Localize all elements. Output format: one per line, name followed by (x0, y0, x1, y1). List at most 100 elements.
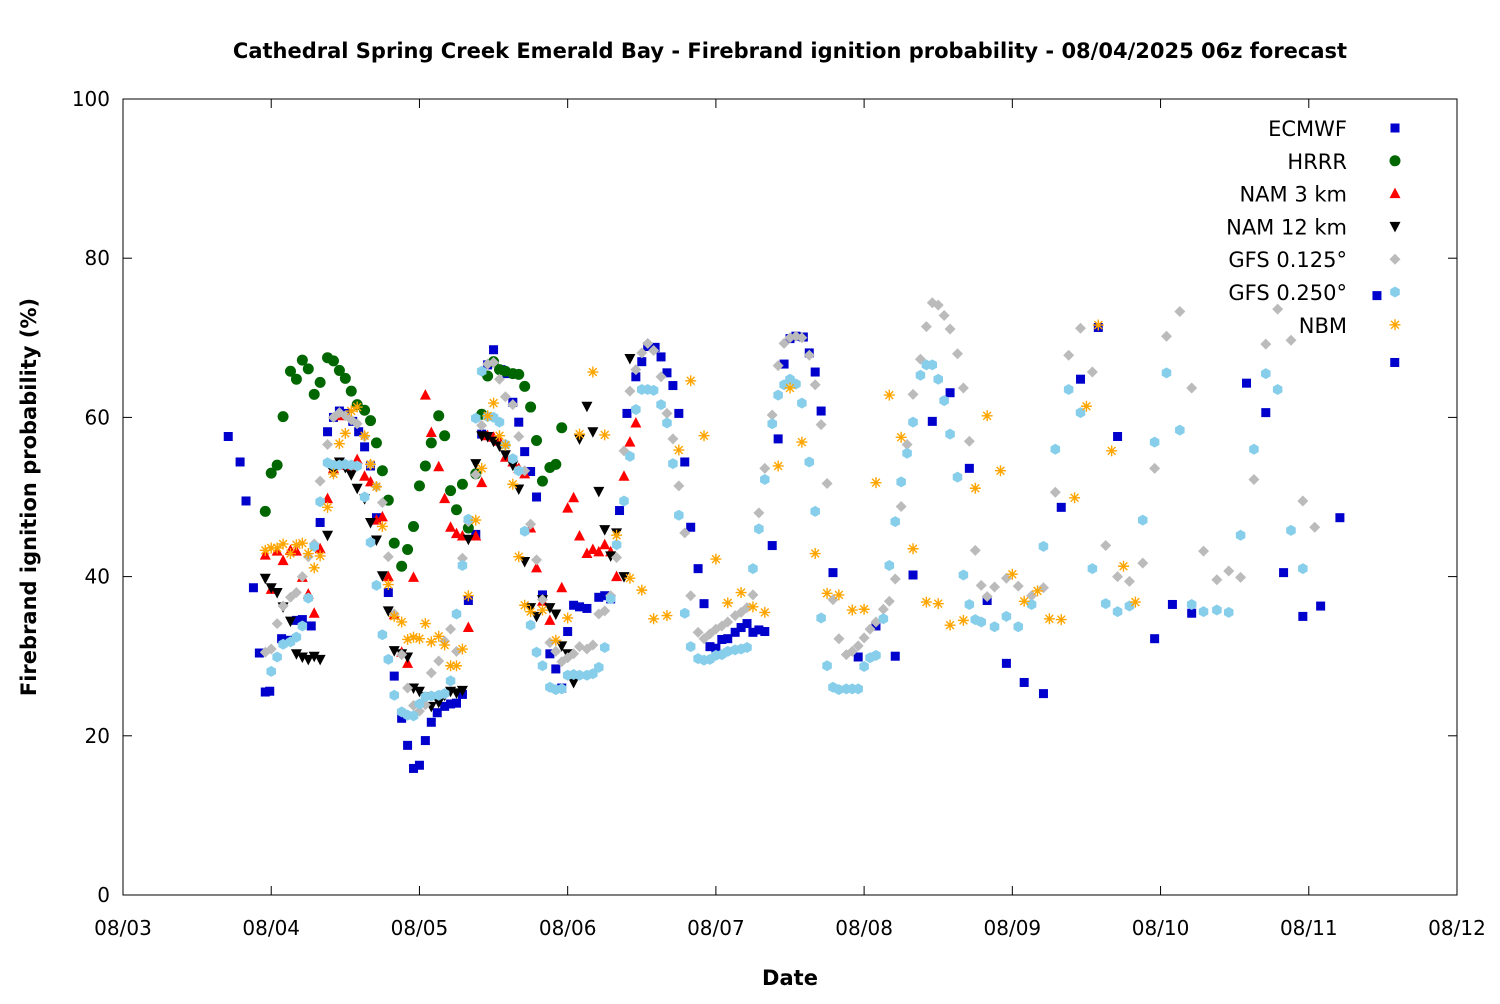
data-point (277, 600, 289, 612)
data-point (507, 478, 519, 490)
data-point (710, 553, 722, 565)
data-point (426, 690, 437, 702)
data-point (323, 427, 333, 437)
data-point (488, 356, 500, 368)
data-point (396, 616, 408, 628)
data-point (271, 588, 283, 599)
data-point (605, 593, 616, 605)
data-point (624, 572, 636, 584)
data-point (445, 485, 457, 497)
data-point (290, 539, 302, 551)
data-point (927, 359, 938, 371)
data-point (1076, 374, 1086, 384)
data-point (858, 632, 870, 644)
data-point (1235, 571, 1247, 583)
data-point (291, 615, 301, 625)
data-point (784, 382, 796, 394)
data-point (265, 643, 277, 655)
data-point (489, 345, 499, 355)
data-point (587, 366, 599, 378)
data-point (858, 603, 870, 615)
data-point (1129, 596, 1141, 608)
data-point (730, 627, 740, 637)
data-point (403, 740, 413, 750)
data-point (376, 571, 388, 582)
data-point (767, 541, 777, 551)
data-point (969, 544, 981, 556)
data-point (462, 522, 474, 534)
data-point (631, 403, 641, 415)
data-point (1186, 598, 1197, 610)
data-point (413, 633, 425, 645)
x-tick-label: 08/06 (539, 916, 597, 940)
data-point (408, 571, 420, 582)
data-point (804, 456, 815, 468)
data-point (803, 349, 815, 361)
data-point (796, 436, 808, 448)
data-point (314, 550, 326, 562)
data-point (414, 760, 424, 770)
data-point (1272, 384, 1283, 396)
data-point (599, 429, 611, 441)
data-point (622, 408, 632, 418)
data-point (433, 460, 445, 472)
data-point (648, 613, 660, 625)
data-point (333, 438, 345, 450)
data-point (846, 604, 858, 616)
data-point (308, 388, 320, 400)
data-point (382, 551, 394, 563)
data-point (284, 548, 296, 560)
data-point (388, 610, 400, 622)
series-gfs-0-250 (266, 359, 1308, 722)
data-point (1186, 382, 1198, 394)
data-point (767, 418, 777, 430)
data-point (476, 365, 487, 377)
data-point (396, 560, 408, 572)
x-tick-label: 08/11 (1280, 916, 1338, 940)
data-point (661, 407, 673, 419)
legend-marker (1389, 155, 1401, 167)
data-point (284, 365, 296, 377)
data-point (833, 633, 845, 645)
data-point (883, 389, 895, 401)
data-point (254, 648, 264, 658)
data-point (419, 389, 431, 400)
legend: ECMWF HRRR NAM 3 km NAM 12 km GFS 0.125° GFS … (1226, 117, 1401, 338)
data-point (625, 450, 635, 462)
data-point (810, 367, 820, 377)
data-point (809, 379, 821, 391)
data-point (773, 389, 783, 401)
data-point (248, 583, 258, 593)
data-point (451, 660, 462, 672)
data-point (493, 430, 505, 442)
data-point (409, 763, 419, 773)
data-point (413, 480, 425, 492)
data-point (821, 477, 833, 489)
data-point (846, 645, 858, 657)
data-point (685, 375, 697, 387)
data-point (735, 587, 747, 599)
data-point (308, 562, 320, 574)
data-point (382, 606, 394, 617)
data-point (569, 600, 579, 610)
data-point (544, 603, 556, 614)
data-point (822, 660, 832, 672)
data-point (314, 542, 326, 554)
data-point (1372, 291, 1382, 301)
data-point (662, 417, 672, 429)
data-point (402, 682, 414, 694)
data-point (562, 612, 574, 624)
data-point (1249, 443, 1259, 455)
data-point (499, 391, 511, 403)
data-point (981, 591, 993, 602)
data-point (680, 607, 690, 619)
data-point (674, 509, 684, 521)
data-point (354, 427, 364, 437)
data-point (933, 373, 943, 385)
data-point (772, 460, 784, 472)
data-point (896, 476, 906, 488)
data-point (550, 645, 562, 657)
data-point (322, 501, 334, 513)
data-point (1149, 436, 1160, 448)
data-point (445, 675, 456, 687)
